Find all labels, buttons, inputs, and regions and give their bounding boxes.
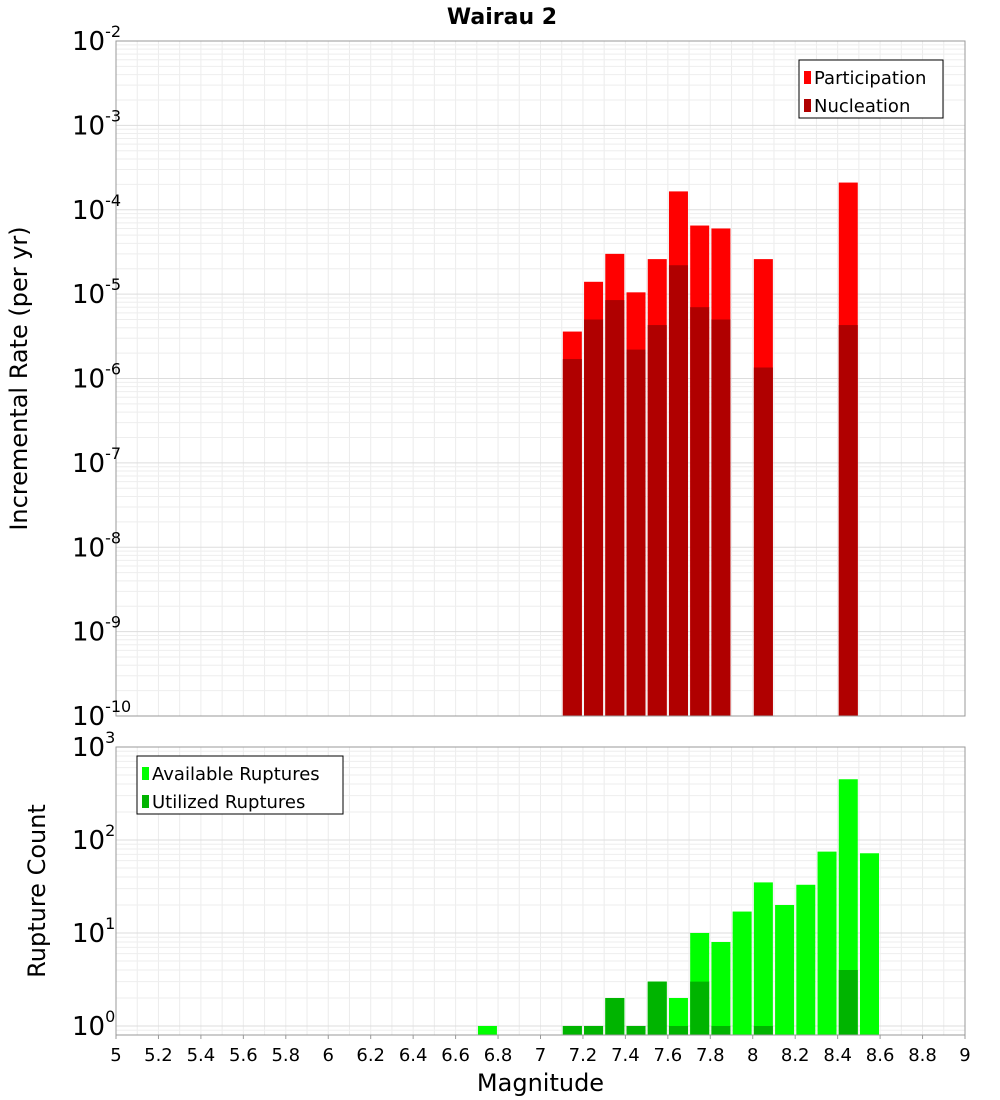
x-tick-label: 6 <box>323 1045 334 1066</box>
x-tick-label: 7.6 <box>654 1045 683 1066</box>
y-tick-label: 10-5 <box>72 275 121 310</box>
y-tick-label: 102 <box>72 821 115 856</box>
bottom-bars <box>477 779 879 1035</box>
bar-utilized-ruptures <box>647 981 667 1035</box>
x-tick-label: 5 <box>110 1045 121 1066</box>
y-tick-label: 10-9 <box>72 613 121 648</box>
x-tick-label: 5.4 <box>187 1045 216 1066</box>
x-tick-label: 8 <box>747 1045 758 1066</box>
legend-swatch <box>804 71 811 84</box>
bar-utilized-ruptures <box>690 981 710 1035</box>
bar-nucleation <box>562 359 582 716</box>
top-legend: Participation Nucleation <box>798 59 944 119</box>
bar-utilized-ruptures <box>605 997 625 1035</box>
x-tick-label: 6.2 <box>356 1045 385 1066</box>
bar-nucleation <box>626 349 646 716</box>
top-y-axis-label: Incremental Rate (per yr) <box>5 226 33 530</box>
bar-nucleation <box>668 265 688 716</box>
bar-utilized-ruptures <box>838 969 858 1035</box>
x-tick-label: 8.8 <box>908 1045 937 1066</box>
legend-label: Nucleation <box>814 96 910 117</box>
top-plot-border <box>115 40 966 717</box>
x-tick-label: 9 <box>959 1045 970 1066</box>
chart-title: Wairau 2 <box>447 5 557 30</box>
bar-nucleation <box>711 319 731 716</box>
x-tick-label: 7.4 <box>611 1045 640 1066</box>
legend-swatch <box>804 99 811 112</box>
bar-available-ruptures <box>477 1025 497 1035</box>
bar-available-ruptures <box>732 911 752 1035</box>
y-tick-label: 10-3 <box>72 106 121 141</box>
x-tick-label: 8.6 <box>866 1045 895 1066</box>
top-bars <box>562 182 858 717</box>
y-tick-label: 10-8 <box>72 528 121 563</box>
bar-utilized-ruptures <box>753 1025 773 1035</box>
x-tick-label: 8.4 <box>823 1045 852 1066</box>
top-panel: 10-10 10-9 10-8 10-7 10-6 10-5 10-4 10-3 10-2 In… <box>5 22 966 732</box>
bar-nucleation <box>605 300 625 716</box>
legend-box <box>798 59 944 119</box>
x-ticks: 5 5.2 5.4 5.6 5.8 6 6.2 6.4 6.6 6.8 7 7.2 7.4 7.6 7.8 8… <box>110 1035 971 1066</box>
bar-available-ruptures <box>753 882 773 1035</box>
x-tick-label: 6.6 <box>441 1045 470 1066</box>
x-axis-label: Magnitude <box>477 1069 604 1097</box>
bar-nucleation <box>690 307 710 716</box>
bar-nucleation <box>838 325 858 716</box>
bar-utilized-ruptures <box>711 1025 731 1035</box>
legend-box <box>136 755 344 815</box>
bar-nucleation <box>647 325 667 716</box>
y-tick-label: 101 <box>72 914 115 949</box>
bottom-y-ticks: 100 101 102 103 <box>72 728 115 1042</box>
legend-swatch <box>142 795 149 808</box>
x-tick-label: 6.4 <box>399 1045 428 1066</box>
y-tick-label: 10-4 <box>72 191 121 226</box>
bar-available-ruptures <box>817 851 837 1035</box>
bar-available-ruptures <box>668 997 688 1035</box>
x-tick-label: 7.8 <box>696 1045 725 1066</box>
y-tick-label: 10-2 <box>72 22 121 57</box>
x-tick-label: 7 <box>535 1045 546 1066</box>
bar-available-ruptures <box>859 853 879 1035</box>
x-tick-label: 5.6 <box>229 1045 258 1066</box>
x-tick-label: 6.8 <box>484 1045 513 1066</box>
legend-label: Available Ruptures <box>152 764 320 785</box>
bar-available-ruptures <box>711 942 731 1035</box>
y-tick-label: 10-10 <box>72 697 131 732</box>
top-y-ticks: 10-10 10-9 10-8 10-7 10-6 10-5 10-4 10-3 10-2 <box>72 22 131 732</box>
x-tick-label: 5.2 <box>144 1045 173 1066</box>
top-grid <box>115 40 966 717</box>
x-tick-label: 5.8 <box>271 1045 300 1066</box>
y-tick-label: 10-6 <box>72 360 121 395</box>
y-tick-label: 103 <box>72 728 115 763</box>
bottom-panel: 100 101 102 103 5 5.2 5.4 5.6 5.8 6 6.2 6.4 6.6 6.8 7… <box>23 728 971 1097</box>
legend-label: Utilized Ruptures <box>152 792 305 813</box>
legend-swatch <box>142 767 149 780</box>
y-tick-label: 10-7 <box>72 444 121 479</box>
bottom-legend: Available Ruptures Utilized Ruptures <box>136 755 344 815</box>
bar-available-ruptures <box>796 884 816 1035</box>
x-tick-label: 7.2 <box>569 1045 598 1066</box>
x-tick-label: 8.2 <box>781 1045 810 1066</box>
bar-utilized-ruptures <box>668 1025 688 1035</box>
bar-nucleation <box>584 319 604 716</box>
bar-nucleation <box>753 367 773 716</box>
legend-label: Participation <box>814 68 926 89</box>
bar-utilized-ruptures <box>584 1025 604 1035</box>
bottom-y-axis-label: Rupture Count <box>23 804 51 978</box>
y-tick-label: 100 <box>72 1007 115 1042</box>
bar-utilized-ruptures <box>562 1025 582 1035</box>
bar-utilized-ruptures <box>626 1025 646 1035</box>
bar-available-ruptures <box>775 904 795 1035</box>
